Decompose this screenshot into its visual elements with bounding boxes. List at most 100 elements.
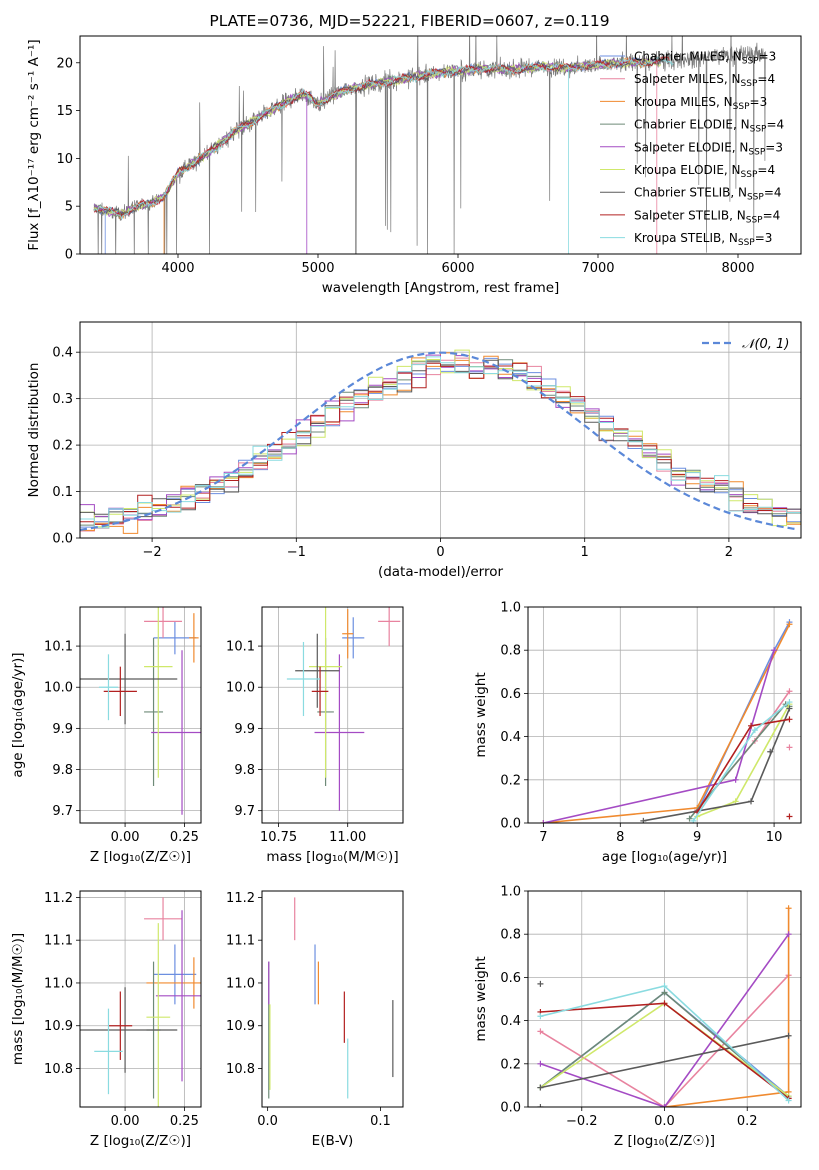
weight-line-chabrier-stelib	[540, 1034, 789, 1089]
errorbar-salpeter-miles	[144, 607, 183, 638]
weight-marker-extra	[537, 1104, 544, 1107]
weight-marker	[537, 1060, 544, 1067]
axes-frame	[79, 606, 202, 824]
x-tick-label: 0.0	[257, 1114, 278, 1129]
errorbar-chabrier-elodie	[144, 637, 164, 786]
weight-marker	[786, 716, 793, 723]
weight-marker-extra	[767, 748, 774, 755]
weight-marker-extra	[786, 813, 793, 820]
legend-rest: =3	[755, 231, 773, 245]
legend-rest: =3	[750, 95, 768, 109]
weight-marker	[751, 727, 758, 734]
x-tick-label: −0.2	[566, 1114, 598, 1129]
weight-marker	[537, 1084, 544, 1091]
weight-marker	[786, 621, 793, 628]
weight-marker	[661, 983, 668, 990]
axes-frame	[527, 606, 802, 824]
mass-weight-vs-metallicity-chart: −0.2 0.0 0.2 0.0 0.2 0.4 0.6 0.8 1.0 Z [log₁₀(Z/Z…	[473, 885, 802, 1149]
errorbar-chabrier-miles	[153, 944, 197, 1005]
y-tick-label: 9.8	[52, 763, 73, 778]
x-tick-label: 8	[616, 830, 624, 845]
axes-frame	[527, 890, 802, 1108]
y-tick-label: 15	[56, 104, 73, 119]
legend-subscript: SSP	[741, 79, 758, 89]
y-tick-label: 9.8	[234, 763, 255, 778]
x-tick-label: 0.1	[370, 1114, 391, 1129]
x-tick-label: 0.2	[737, 1114, 758, 1129]
weight-marker	[732, 776, 739, 783]
x-axis-label: Z [log₁₀(Z/Z☉)]	[90, 849, 191, 865]
x-tick-label: 11.00	[329, 830, 366, 845]
legend-subscript: SSP	[750, 125, 767, 135]
errorbar-kroupa-miles	[189, 613, 199, 663]
legend-label-kroupa-miles: Kroupa MILES, NSSP=3	[634, 95, 767, 112]
weight-marker	[748, 798, 755, 805]
x-tick-label: 8000	[721, 261, 754, 276]
weight-marker-extra	[786, 744, 793, 751]
weight-marker	[537, 1013, 544, 1020]
errorbar-salpeter-elodie	[151, 650, 201, 815]
y-tick-label: 10	[56, 152, 73, 167]
legend-subscript: SSP	[746, 215, 763, 225]
y-tick-label: 0.6	[500, 971, 521, 986]
residuals-chart: −2 −1 0 1 2 0.0 0.1 0.2 0.3 0.4 (data-model)/error…	[26, 321, 802, 580]
errorbar-chabrier-stelib	[80, 987, 178, 1073]
errorbar-kroupa-miles	[146, 957, 201, 1009]
x-tick-label: 10	[766, 830, 783, 845]
x-axis-label: E(B-V)	[312, 1133, 354, 1149]
normal-distribution-curve	[80, 351, 799, 531]
errorbar-kroupa-elodie	[146, 923, 171, 1107]
y-tick-label: 0.2	[52, 439, 73, 454]
legend-label-kroupa-stelib: Kroupa STELIB, NSSP=3	[634, 231, 772, 248]
legend-label-chabrier-miles: Chabrier MILES, NSSP=3	[634, 50, 776, 67]
y-axis-label: mass weight	[473, 672, 489, 757]
weight-marker	[661, 989, 668, 996]
figure-title: PLATE=0736, MJD=52221, FIBERID=0607, z=0…	[209, 12, 610, 30]
y-tick-label: 0.0	[500, 1101, 521, 1116]
x-tick-label: 0.25	[170, 830, 199, 845]
x-tick-label: 0.00	[111, 1114, 140, 1129]
legend-subscript: SSP	[742, 57, 759, 67]
y-tick-label: 0.1	[52, 485, 73, 500]
x-axis-label: age [log₁₀(age/yr)]	[602, 849, 727, 865]
y-tick-label: 11.2	[44, 891, 73, 906]
axes-frame	[79, 321, 802, 539]
errorbar-kroupa-elodie	[144, 607, 173, 778]
errorbar-kroupa-stelib	[94, 1008, 123, 1095]
legend-rest: =4	[757, 163, 775, 177]
errorbar-salpeter-stelib	[108, 991, 133, 1060]
y-tick-label: 1.0	[500, 885, 521, 900]
errorbar-kroupa-stelib	[286, 641, 321, 717]
x-tick-label: 7000	[581, 261, 614, 276]
spectrum-chart: 4000 5000 6000 7000 8000 0 5 10 15 20 wavelength […	[26, 35, 802, 296]
errorbar-salpeter-elodie	[314, 654, 365, 811]
y-tick-label: 0.3	[52, 392, 73, 407]
errorbar-salpeter-stelib	[311, 666, 329, 717]
y-tick-label: 5	[65, 200, 73, 215]
y-tick-label: 0.8	[500, 928, 521, 943]
y-tick-label: 10.1	[44, 640, 73, 655]
x-tick-label: −2	[143, 545, 162, 560]
y-tick-label: 9.7	[234, 804, 255, 819]
mass-vs-reddening-chart: 0.0 0.1 10.8 10.9 11.0 11.1 11.2 E(B-V)	[226, 890, 404, 1149]
plot-area	[537, 905, 792, 1107]
axes-frame	[79, 35, 802, 255]
weight-marker	[686, 815, 693, 822]
x-axis-label: (data-model)/error	[378, 564, 504, 580]
x-tick-label: 6000	[441, 261, 474, 276]
legend-subscript: SSP	[748, 147, 765, 157]
legend-rest: =3	[759, 50, 777, 64]
errorbar-chabrier-stelib	[80, 633, 178, 725]
y-axis-label: mass [log₁₀(M/M☉)]	[10, 933, 26, 1065]
legend-subscript: SSP	[738, 238, 755, 248]
weight-marker	[785, 1097, 792, 1104]
errorbar-salpeter-stelib	[103, 666, 137, 717]
x-tick-label: 10.75	[260, 830, 297, 845]
legend-label-normal: 𝒩(0, 1)	[742, 337, 789, 352]
errorbar-kroupa-miles	[342, 609, 354, 659]
y-tick-label: 0.0	[500, 817, 521, 832]
y-tick-label: 11.1	[44, 934, 73, 949]
legend-rest: =4	[766, 118, 784, 132]
y-tick-label: 10.8	[226, 1062, 255, 1077]
weight-marker-extra	[537, 980, 544, 987]
